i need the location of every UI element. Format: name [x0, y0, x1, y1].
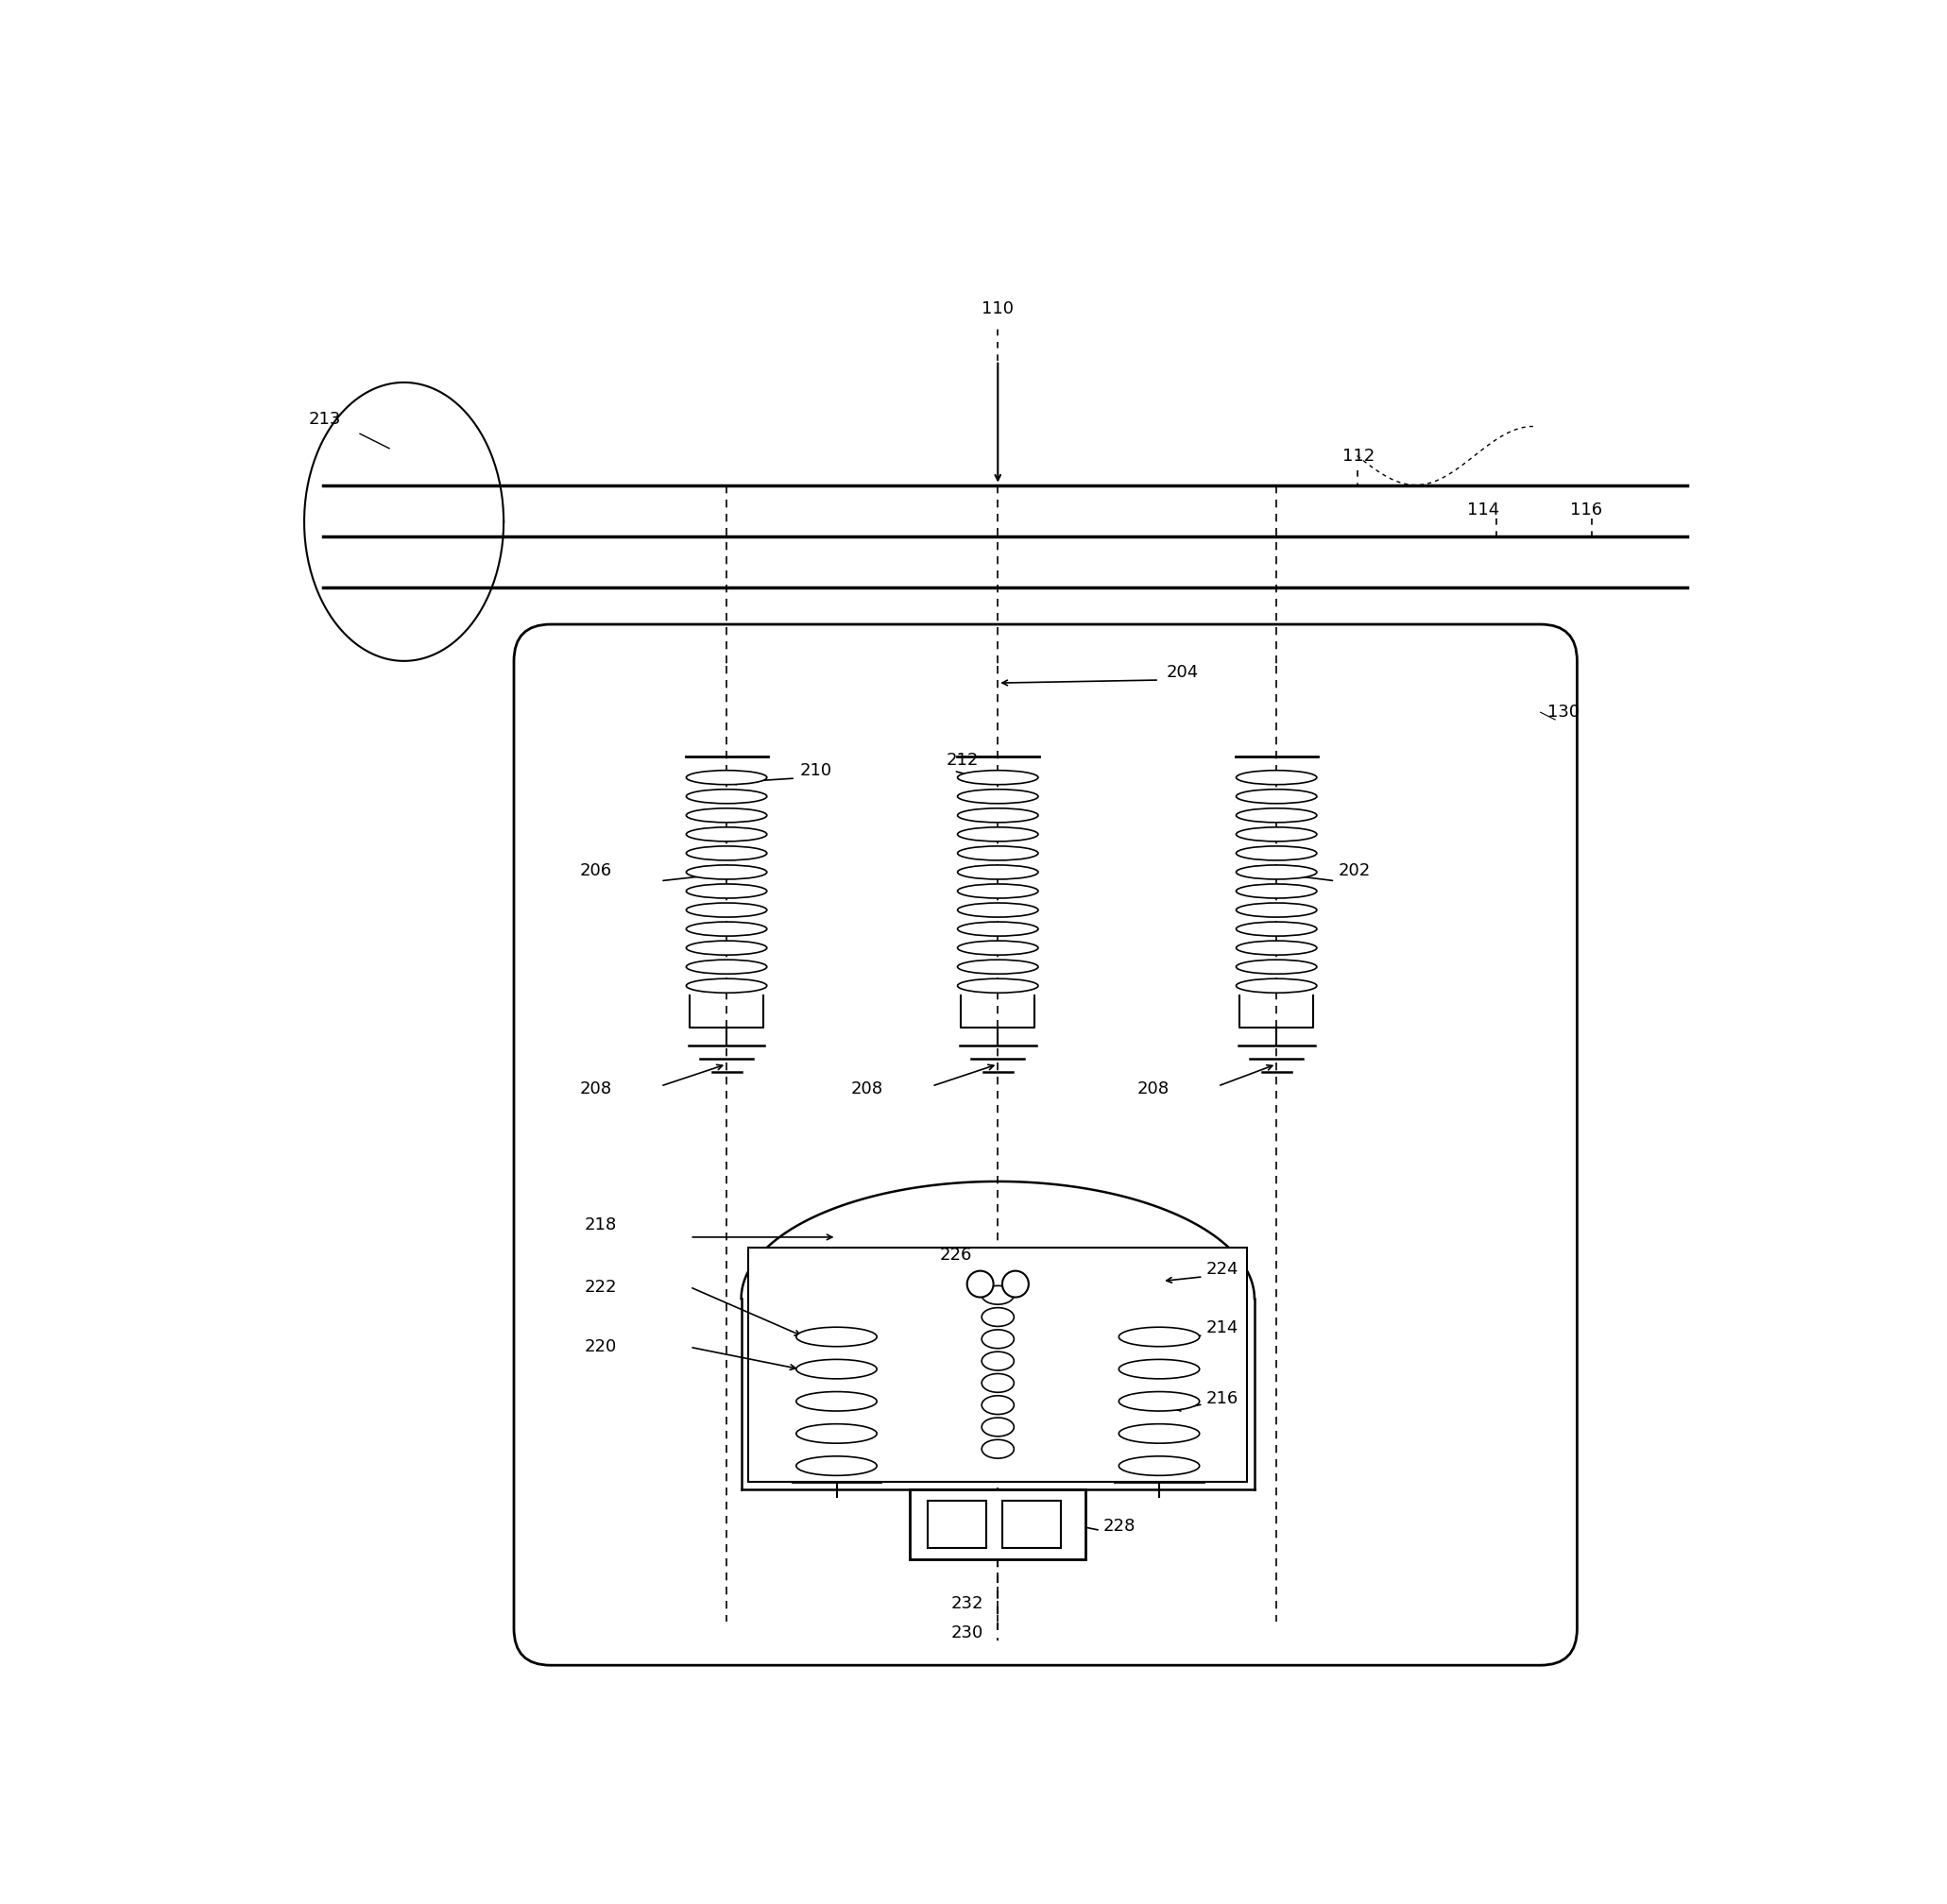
Ellipse shape	[958, 902, 1038, 918]
Ellipse shape	[685, 790, 767, 803]
Circle shape	[968, 1270, 993, 1297]
Ellipse shape	[958, 845, 1038, 861]
Text: 206: 206	[580, 863, 611, 880]
Bar	[748, 1247, 1248, 1481]
Ellipse shape	[1236, 883, 1316, 899]
Ellipse shape	[1120, 1424, 1199, 1443]
Text: 232: 232	[950, 1596, 983, 1613]
Ellipse shape	[981, 1439, 1014, 1458]
Text: 204: 204	[1166, 664, 1199, 682]
Ellipse shape	[1236, 845, 1316, 861]
Ellipse shape	[685, 941, 767, 956]
Circle shape	[1003, 1270, 1028, 1297]
Ellipse shape	[1236, 979, 1316, 992]
Text: 222: 222	[584, 1278, 617, 1295]
Text: 208: 208	[851, 1081, 884, 1097]
Ellipse shape	[958, 922, 1038, 937]
Ellipse shape	[685, 845, 767, 861]
Text: 230: 230	[950, 1624, 983, 1641]
Ellipse shape	[1236, 790, 1316, 803]
Ellipse shape	[981, 1373, 1014, 1392]
Text: 112: 112	[1341, 447, 1375, 465]
Ellipse shape	[1120, 1359, 1199, 1378]
Ellipse shape	[1236, 864, 1316, 880]
Ellipse shape	[796, 1359, 876, 1378]
Ellipse shape	[1120, 1457, 1199, 1476]
Ellipse shape	[685, 922, 767, 937]
Ellipse shape	[1236, 960, 1316, 975]
Ellipse shape	[685, 864, 767, 880]
Ellipse shape	[685, 883, 767, 899]
Ellipse shape	[958, 826, 1038, 842]
Ellipse shape	[1120, 1392, 1199, 1411]
Ellipse shape	[796, 1392, 876, 1411]
Text: 214: 214	[1205, 1319, 1238, 1337]
Ellipse shape	[981, 1285, 1014, 1304]
Ellipse shape	[981, 1352, 1014, 1371]
Ellipse shape	[981, 1308, 1014, 1327]
Text: 116: 116	[1569, 501, 1602, 518]
Text: 202: 202	[1338, 863, 1371, 880]
Ellipse shape	[981, 1418, 1014, 1436]
Ellipse shape	[796, 1327, 876, 1346]
Text: 218: 218	[584, 1217, 617, 1234]
Ellipse shape	[685, 979, 767, 992]
Ellipse shape	[981, 1329, 1014, 1348]
Ellipse shape	[1236, 771, 1316, 784]
Ellipse shape	[958, 807, 1038, 823]
Ellipse shape	[796, 1424, 876, 1443]
Ellipse shape	[685, 826, 767, 842]
Ellipse shape	[685, 771, 767, 784]
Ellipse shape	[958, 960, 1038, 975]
Ellipse shape	[1236, 826, 1316, 842]
Text: 210: 210	[800, 762, 831, 779]
Ellipse shape	[981, 1396, 1014, 1415]
Text: 212: 212	[946, 752, 979, 769]
Text: 216: 216	[1205, 1390, 1238, 1407]
Ellipse shape	[685, 902, 767, 918]
Text: 220: 220	[584, 1339, 617, 1356]
Ellipse shape	[958, 941, 1038, 956]
Text: 130: 130	[1548, 704, 1581, 722]
Text: 228: 228	[1104, 1517, 1135, 1535]
Bar	[927, 1500, 985, 1548]
Ellipse shape	[685, 807, 767, 823]
Ellipse shape	[685, 960, 767, 975]
Ellipse shape	[1120, 1327, 1199, 1346]
Ellipse shape	[958, 883, 1038, 899]
Ellipse shape	[1236, 922, 1316, 937]
Text: 110: 110	[981, 301, 1014, 318]
Text: 208: 208	[580, 1081, 611, 1097]
Ellipse shape	[958, 771, 1038, 784]
Text: 224: 224	[1205, 1260, 1238, 1278]
Ellipse shape	[958, 790, 1038, 803]
Text: 213: 213	[310, 411, 341, 428]
Ellipse shape	[1236, 807, 1316, 823]
Bar	[1003, 1500, 1061, 1548]
Text: 226: 226	[938, 1247, 972, 1262]
Ellipse shape	[1236, 941, 1316, 956]
Bar	[909, 1489, 1086, 1559]
Text: 114: 114	[1468, 501, 1499, 518]
Ellipse shape	[1236, 902, 1316, 918]
Ellipse shape	[958, 979, 1038, 992]
Ellipse shape	[796, 1457, 876, 1476]
Ellipse shape	[958, 864, 1038, 880]
Text: 208: 208	[1137, 1081, 1170, 1097]
